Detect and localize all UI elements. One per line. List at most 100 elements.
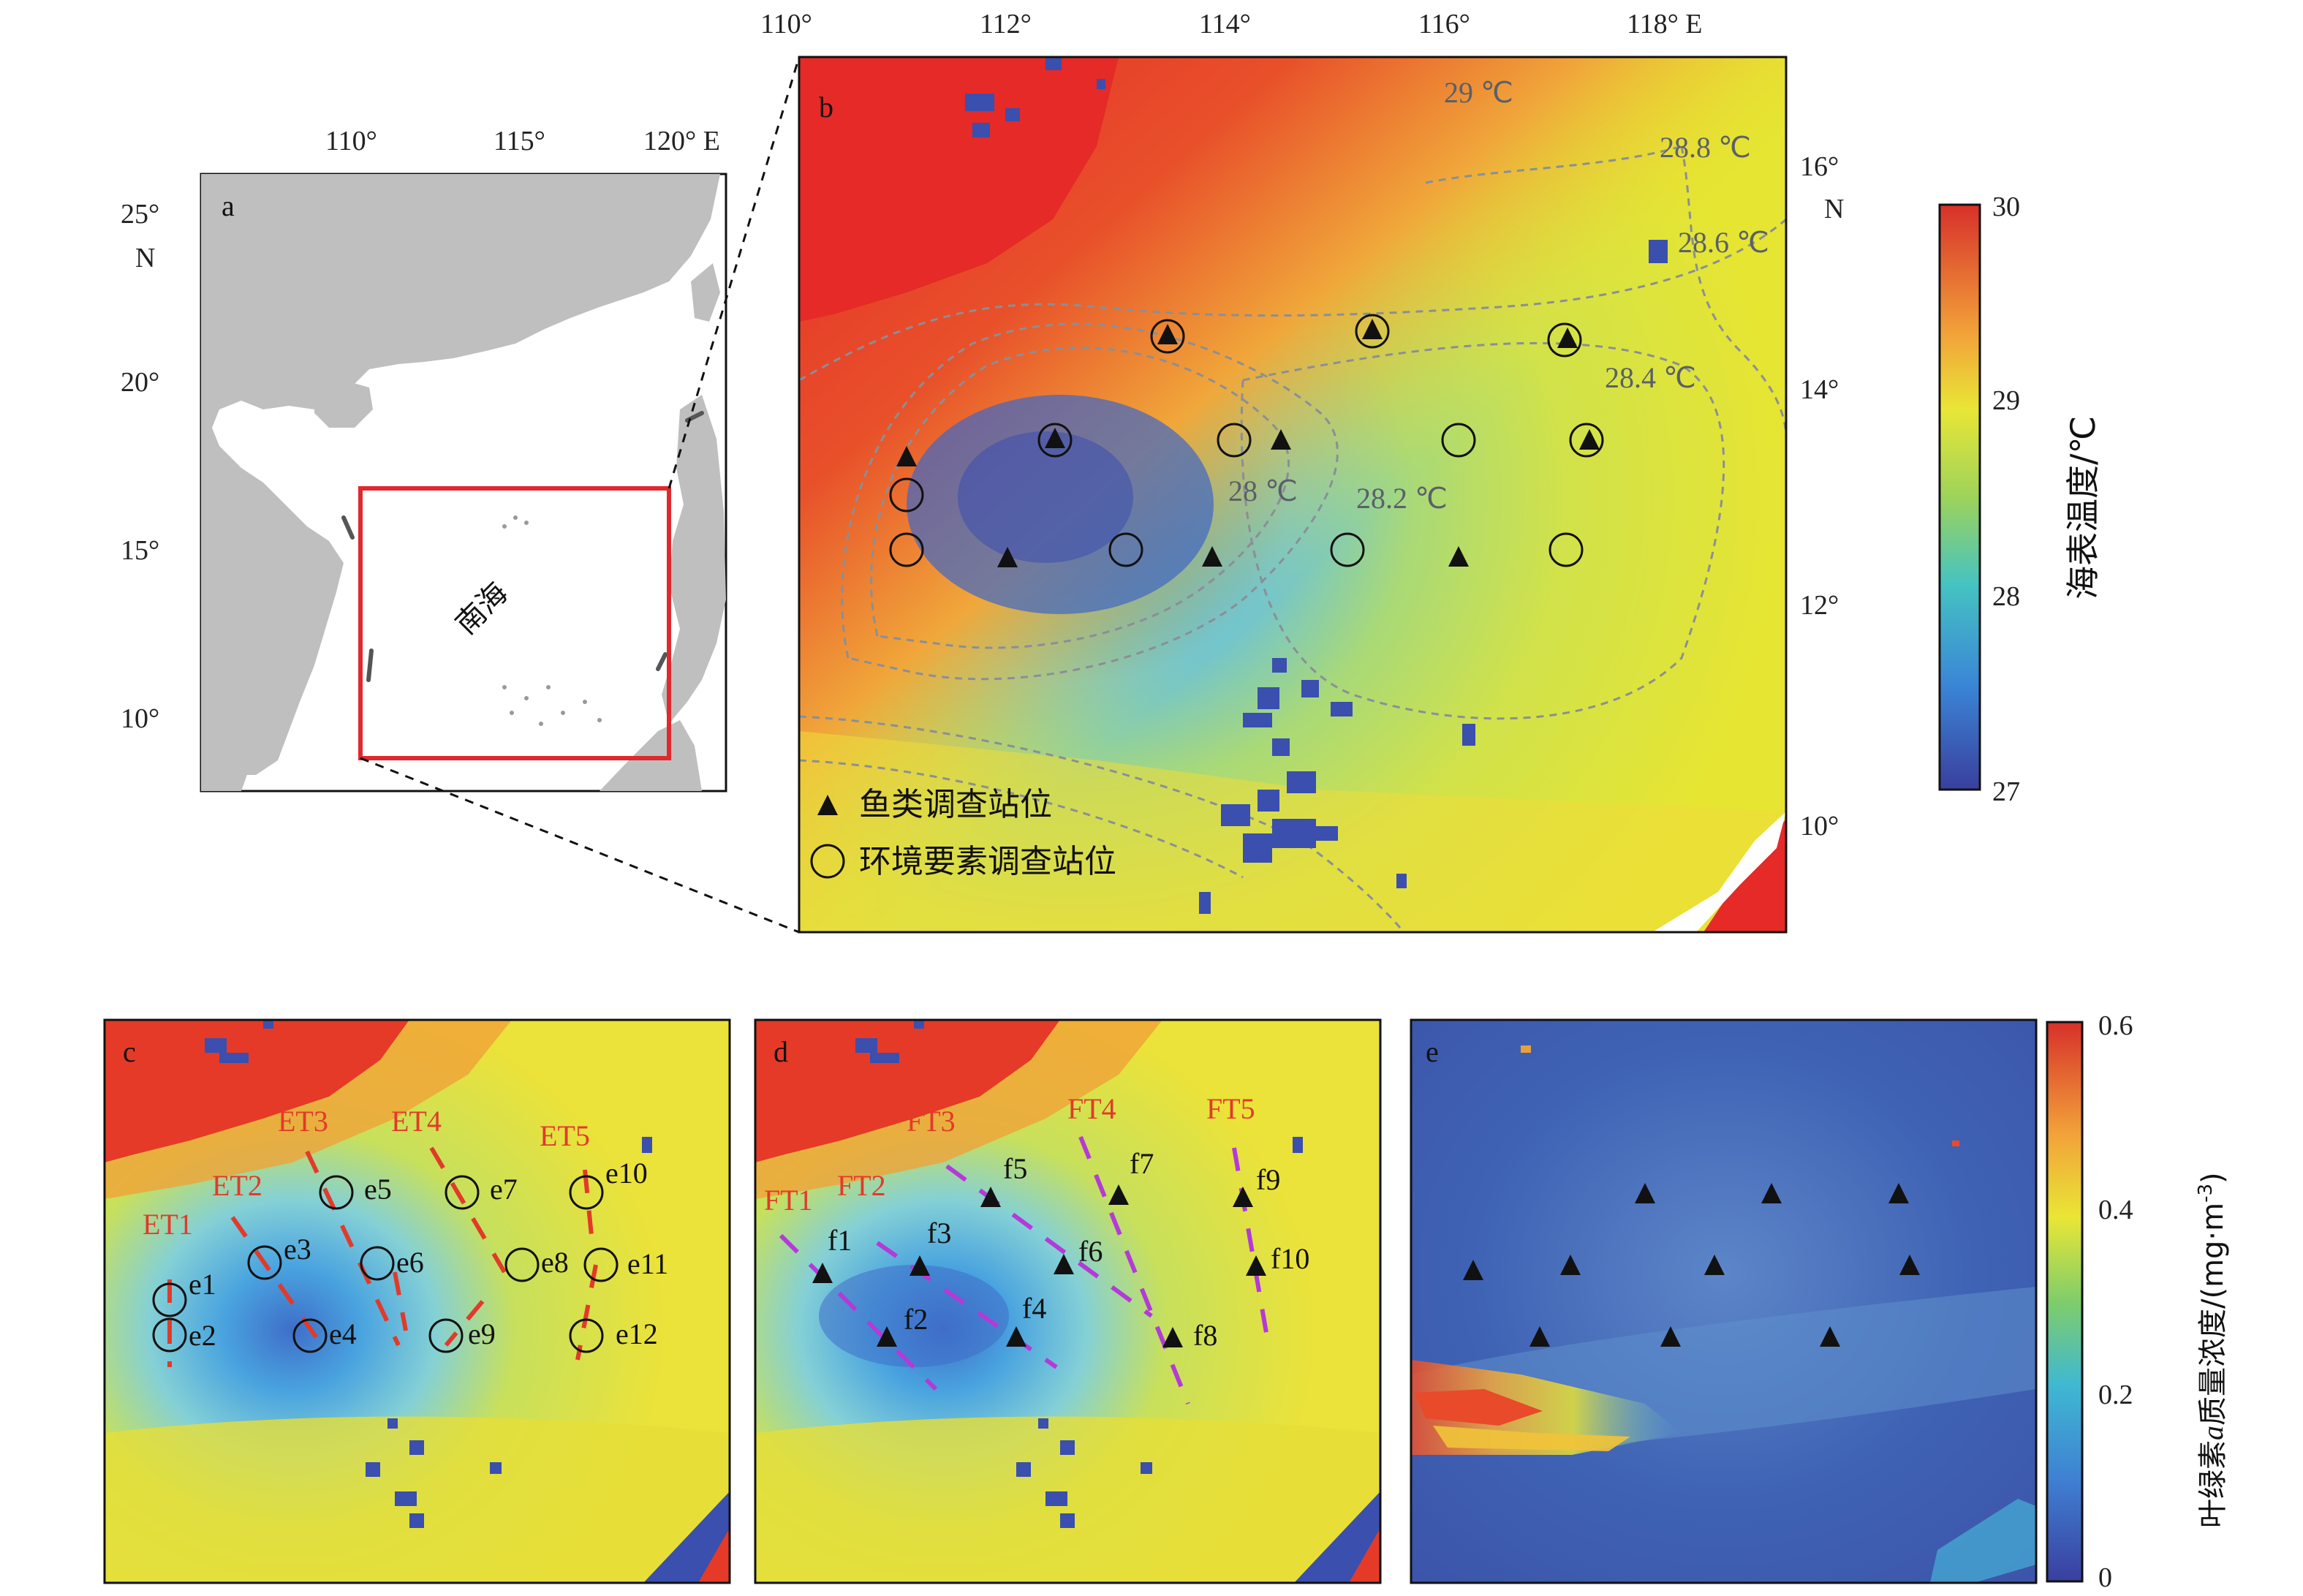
panel-a-mainland (201, 174, 720, 775)
c-station-e2: e2 (189, 1319, 216, 1352)
a-lat-tick-1: 20° (121, 367, 159, 398)
panel-b: b 29 ℃ 28.8 ℃ 28.6 ℃ 28.4 ℃ 28 ℃ 28.2 ℃ (760, 9, 1844, 934)
chl-tick-0: 0.6 (2098, 1010, 2133, 1041)
chl-tick-1: 0.4 (2098, 1195, 2133, 1225)
contour-label-284: 28.4 ℃ (1605, 361, 1696, 394)
contour-label-28: 28 ℃ (1228, 474, 1298, 507)
c-station-e9: e9 (468, 1317, 496, 1350)
sst-tick-2: 28 (1992, 581, 2020, 612)
b-lat-tick-3: 10° (1800, 811, 1839, 842)
b-env-stations (889, 314, 1604, 567)
c-station-e1: e1 (189, 1268, 216, 1301)
contour-label-286: 28.6 ℃ (1678, 226, 1769, 259)
a-lat-tick-3: 10° (121, 703, 159, 734)
d-station-f4: f4 (1022, 1292, 1046, 1325)
panel-a-taiwan (691, 263, 720, 322)
legend-fish-symbol (817, 795, 838, 815)
d-station-f8: f8 (1193, 1319, 1217, 1352)
c-transect-ET5: ET5 (540, 1119, 590, 1152)
sst-colorbar: 30 29 28 27 海表温度/℃ (1938, 192, 2103, 807)
b-lat-tick-1: 14° (1800, 374, 1839, 405)
d-station-f1: f1 (828, 1224, 852, 1257)
panel-e-frame (1410, 1018, 2038, 1584)
d-station-f9: f9 (1256, 1163, 1280, 1196)
c-station-e3: e3 (284, 1233, 311, 1266)
c-transect-ET3: ET3 (278, 1105, 328, 1138)
zoom-line-bottom (360, 757, 800, 934)
panel-d-frame (754, 1018, 1382, 1584)
panel-e-label: e (1426, 1035, 1439, 1068)
panel-a-malay (201, 716, 252, 791)
panel-c: c ET1 ET2 ET3 ET4 ET5 e1 e2 e3 e4 e5 (103, 1018, 731, 1584)
legend-env-symbol (810, 844, 845, 879)
shoal-marks (341, 411, 704, 682)
a-lon-tick-1: 115° (494, 126, 545, 156)
a-lat-unit: N (135, 243, 155, 273)
d-station-f6: f6 (1078, 1235, 1103, 1268)
a-lat-tick-2: 15° (121, 535, 159, 566)
contour-label-288: 28.8 ℃ (1660, 131, 1751, 164)
b-lon-tick-3: 116° (1418, 9, 1470, 39)
a-lon-tick-2: 120° E (643, 126, 720, 156)
panel-b-label: b (819, 91, 833, 124)
b-lon-tick-4: 118° E (1627, 9, 1703, 39)
panel-a-borneo (600, 720, 702, 791)
c-station-e11: e11 (627, 1247, 668, 1280)
c-station-e5: e5 (364, 1173, 392, 1206)
zoom-line-top (668, 56, 801, 489)
sst-tick-3: 27 (1992, 776, 2020, 807)
chl-tick-3: 0 (2098, 1562, 2112, 1593)
c-station-e7: e7 (490, 1173, 518, 1206)
chl-tick-2: 0.2 (2098, 1380, 2133, 1410)
contour-label-29: 29 ℃ (1444, 76, 1513, 109)
legend-fish-label: 鱼类调查站位 (859, 786, 1052, 823)
b-lat-tick-2: 12° (1800, 590, 1839, 621)
a-lat-tick-0: 25° (121, 199, 159, 230)
panel-a: 南海 a 110° 115° 120° E 25° N 20° 15° 10° (121, 126, 727, 793)
d-transect-FT1: FT1 (764, 1184, 813, 1217)
panel-c-label: c (123, 1035, 136, 1068)
d-station-f5: f5 (1003, 1152, 1027, 1185)
c-transect-ET4: ET4 (391, 1105, 442, 1138)
chl-colorbar: 0.6 0.4 0.2 0 叶绿素a质量浓度/(mg·m-3) (2046, 1010, 2230, 1593)
sst-tick-0: 30 (1992, 192, 2020, 222)
b-lon-tick-0: 110° (760, 9, 812, 39)
b-lon-tick-1: 112° (980, 9, 1032, 39)
panel-d-label: d (774, 1035, 788, 1068)
legend-env-label: 环境要素调查站位 (859, 843, 1116, 880)
d-transect-FT2: FT2 (837, 1169, 886, 1202)
panel-a-label: a (222, 189, 235, 222)
c-station-e10: e10 (605, 1157, 648, 1190)
d-station-f3: f3 (927, 1217, 951, 1249)
panel-d: d FT1 FT2 FT3 FT4 FT5 f1 f2 f3 f4 (754, 1018, 1382, 1584)
d-station-f10: f10 (1271, 1242, 1309, 1275)
sst-colorbar-title: 海表温度/℃ (2063, 416, 2103, 600)
contour-label-282: 28.2 ℃ (1356, 482, 1448, 515)
study-area-box (358, 486, 671, 760)
b-lat-unit: N (1824, 194, 1844, 224)
b-nw-warm (799, 57, 1119, 322)
c-station-e6: e6 (396, 1246, 424, 1279)
sst-tick-1: 29 (1992, 385, 2020, 416)
d-transect-FT4: FT4 (1067, 1092, 1116, 1125)
panel-c-frame (103, 1018, 731, 1584)
c-station-e12: e12 (616, 1317, 658, 1350)
d-transect-FT5: FT5 (1206, 1092, 1255, 1125)
c-transect-ET1: ET1 (143, 1208, 193, 1241)
panel-b-frame (798, 56, 1788, 934)
a-lon-tick-0: 110° (325, 126, 377, 156)
d-transect-FT3: FT3 (907, 1105, 956, 1138)
c-station-e4: e4 (329, 1317, 357, 1350)
chl-colorbar-title: 叶绿素a质量浓度/(mg·m-3) (2195, 1172, 2230, 1528)
c-station-e8: e8 (541, 1246, 569, 1279)
b-lat-tick-0: 16° (1800, 151, 1839, 182)
b-lon-tick-2: 114° (1199, 9, 1251, 39)
d-station-f7: f7 (1130, 1147, 1154, 1180)
b-fish-stations (896, 319, 1600, 567)
island-dots (502, 515, 602, 726)
c-transect-ET2: ET2 (212, 1169, 262, 1202)
d-station-f2: f2 (904, 1303, 928, 1336)
panel-e: e (1410, 1018, 2038, 1584)
panel-a-philippines (662, 395, 726, 724)
b-cloud-pixels (965, 57, 1668, 914)
